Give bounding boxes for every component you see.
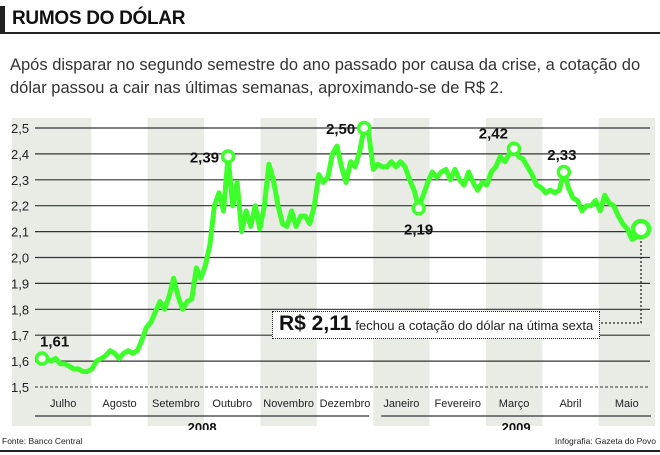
data-label: 1,61 [40,334,69,351]
y-tick-label: 1,5 [11,380,29,395]
callout-value: R$ 2,11 [279,312,352,335]
y-tick-label: 1,9 [11,276,29,291]
x-month-label: Abril [559,398,581,410]
data-label: 2,39 [190,149,219,166]
y-tick-label: 2,5 [11,121,29,136]
callout-connector [585,229,642,324]
x-month-label: Fevereiro [434,398,480,410]
y-tick-label: 2,2 [11,199,29,214]
data-label: 2,42 [479,126,508,143]
x-month-label: Janeiro [383,398,419,410]
month-band [598,118,655,426]
page-title: RUMOS DO DÓLAR [12,8,186,29]
highlight-point-marker [34,351,50,366]
y-tick-label: 1,7 [11,328,29,343]
x-year-label: 2009 [502,420,531,430]
highlight-point-marker [630,218,652,240]
line-chart: 2,5 2,4 2,3 2,2 2,1 2,0 1,9 1,8 1,7 1,6 1,5 Julho Ag… [11,118,655,430]
x-month-label: Julho [50,398,76,410]
callout-text: fechou a cotação do dólar na útima sexta [355,318,594,333]
month-band [373,118,430,426]
x-month-label: Outubro [212,398,252,410]
last-value-callout: R$ 2,11 fechou a cotação do dólar na úti… [272,311,601,339]
highlight-point-marker [506,141,522,156]
x-month-label: Setembro [152,398,200,410]
footer-divider [0,450,660,452]
credit-note: Infografia: Gazeta do Povo [554,436,656,446]
highlight-point-marker [356,120,372,136]
series-line [39,125,644,374]
y-tick-label: 2,4 [11,147,29,162]
x-month-label: Maio [615,398,639,410]
header: RUMOS DO DÓLAR [0,6,660,34]
x-month-label: Agosto [102,398,136,410]
data-label: 2,50 [326,121,355,138]
subtitle: Após disparar no segundo semestre do ano… [10,56,641,97]
y-tick-label: 1,6 [11,354,29,369]
x-month-label: Dezembro [320,398,371,410]
highlight-point-marker [411,201,426,216]
y-tick-label: 2,3 [11,173,29,188]
highlight-point-marker [220,149,236,164]
month-band [12,118,92,426]
data-label: 2,33 [547,147,576,164]
x-month-label: Março [499,398,530,410]
y-tick-label: 1,8 [11,302,29,317]
x-year-label: 2008 [188,420,217,430]
y-tick-label: 2,1 [11,225,29,240]
title-accent-bar [0,6,5,32]
x-month-label: Novembro [263,398,314,410]
highlight-point-marker [556,164,572,180]
y-tick-label: 2,0 [11,251,29,266]
data-label: 2,19 [404,221,433,238]
source-note: Fonte: Banco Central [2,436,83,446]
